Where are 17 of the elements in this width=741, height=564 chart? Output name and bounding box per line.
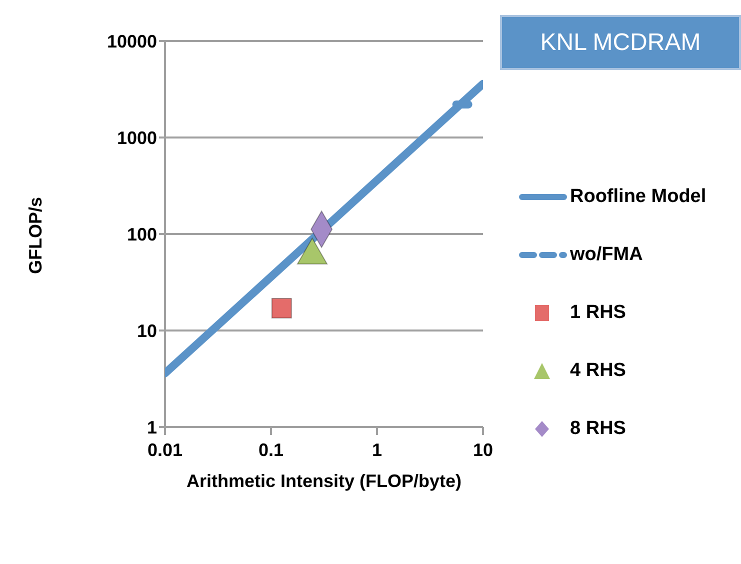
y-tick-label: 1 — [146, 417, 157, 438]
legend-label: Roofline Model — [570, 186, 706, 208]
legend-label: 4 RHS — [570, 360, 626, 382]
legend-label: wo/FMA — [570, 244, 643, 266]
y-tick-label: 10 — [136, 320, 157, 341]
y-axis-title: GFLOP/s — [25, 196, 46, 274]
x-tick-label: 0.01 — [147, 440, 183, 460]
text: KNL MCDRAM — [500, 15, 741, 70]
x-tick-label: 10 — [472, 440, 494, 460]
y-tick-label: 10000 — [106, 31, 157, 52]
legend-label: 8 RHS — [570, 418, 626, 440]
x-tick-label: 0.1 — [258, 440, 284, 460]
x-axis-title: Arithmetic Intensity (FLOP/byte) — [186, 471, 462, 491]
y-tick-label: 100 — [126, 224, 157, 244]
legend-label: 1 RHS — [570, 302, 626, 324]
y-tick-label: 1000 — [116, 128, 157, 148]
x-tick-label: 1 — [372, 440, 382, 460]
